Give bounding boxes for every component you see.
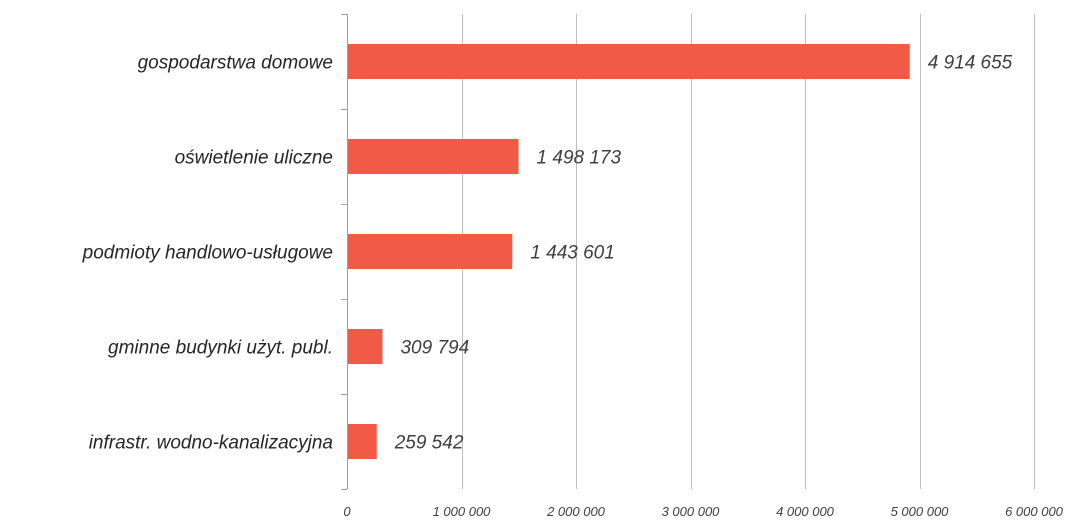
value-labels: 4 914 655 1 498 173 1 443 601 309 794 259 54… [394,53,1013,454]
value-label: 309 794 [400,338,469,359]
x-tick-label: 4 000 000 [776,504,835,519]
bars [348,44,910,459]
bar [348,329,383,364]
y-axis [341,14,348,490]
category-label: oświetlenie uliczne [175,148,333,169]
value-label: 1 443 601 [530,243,615,264]
x-tick-label: 6 000 000 [1005,504,1064,519]
category-label: gospodarstwa domowe [138,53,333,74]
value-label: 1 498 173 [537,148,622,169]
x-tick-label: 2 000 000 [546,504,606,519]
bar [348,424,377,459]
gridlines [462,14,1035,489]
bar [348,139,519,174]
category-label: infrastr. wodno-kanalizacyjna [89,433,333,454]
category-label: podmioty handlowo-usługowe [82,243,333,264]
bar [348,234,513,269]
x-tick-label: 1 000 000 [433,504,492,519]
bar [348,44,910,79]
category-labels: gospodarstwa domowe oświetlenie uliczne po… [82,53,333,454]
category-label: gminne budynki użyt. publ. [108,338,333,359]
value-label: 4 914 655 [928,53,1013,74]
x-tick-label: 3 000 000 [662,504,721,519]
x-tick-label: 5 000 000 [891,504,950,519]
value-label: 259 542 [394,433,464,454]
x-tick-label: 0 [343,504,351,519]
x-tick-labels: 0 1 000 000 2 000 000 3 000 000 4 000 000 5 0… [343,504,1063,519]
